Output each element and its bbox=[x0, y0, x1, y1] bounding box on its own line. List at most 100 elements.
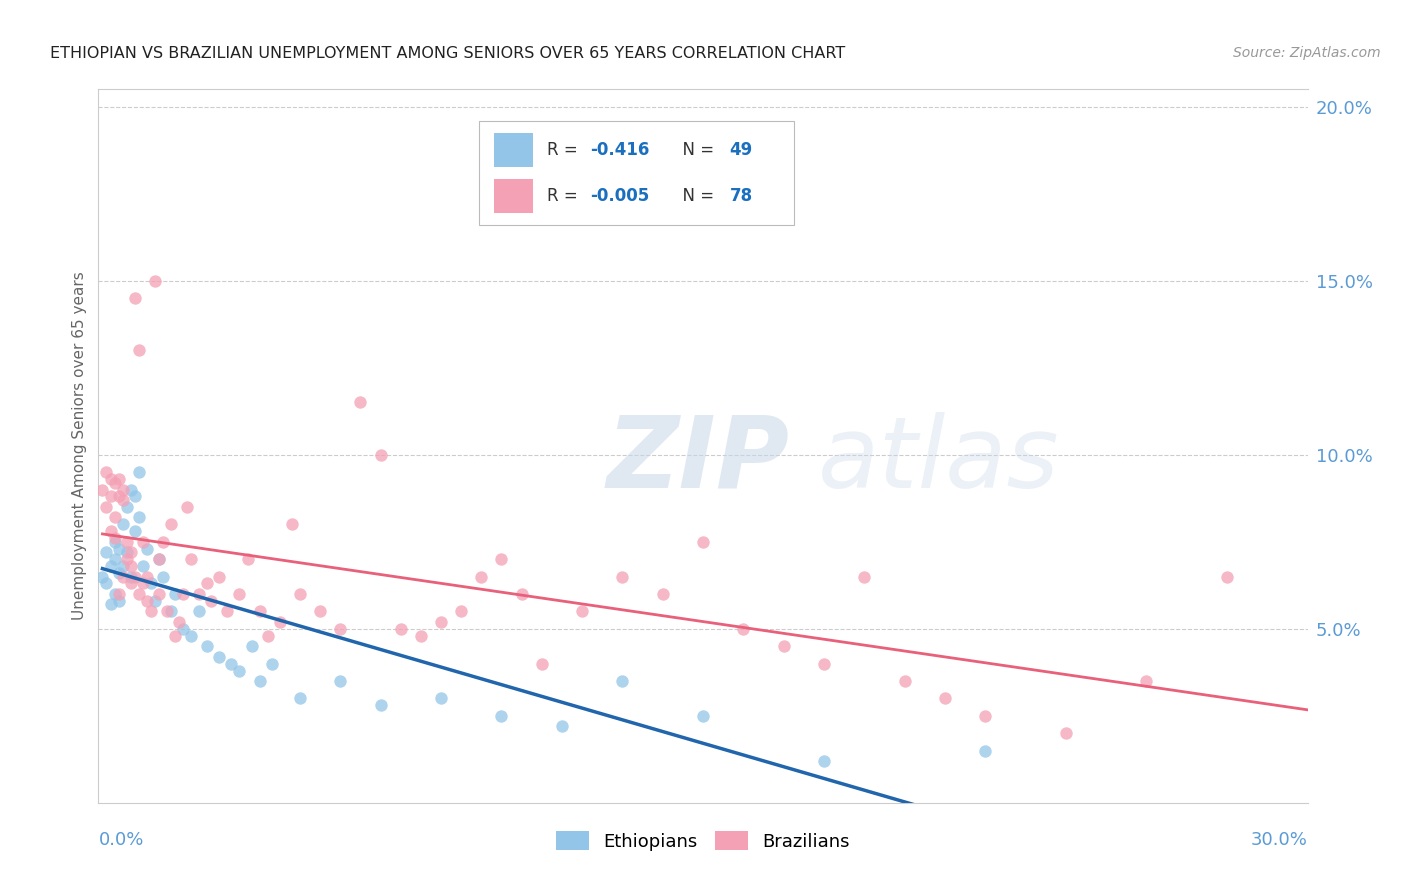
Point bbox=[491, 552, 513, 566]
Point bbox=[111, 517, 134, 532]
Point bbox=[551, 719, 574, 733]
Point bbox=[430, 615, 453, 629]
Point bbox=[249, 673, 271, 688]
Point bbox=[167, 615, 190, 629]
Point bbox=[1135, 673, 1157, 688]
Point bbox=[132, 559, 155, 574]
Point bbox=[160, 517, 183, 532]
FancyBboxPatch shape bbox=[494, 133, 533, 168]
Point bbox=[733, 622, 755, 636]
Point bbox=[111, 483, 134, 497]
Point bbox=[103, 552, 125, 566]
Point bbox=[530, 657, 553, 671]
Point bbox=[692, 708, 714, 723]
Point bbox=[91, 569, 114, 583]
Point bbox=[260, 657, 283, 671]
Text: -0.416: -0.416 bbox=[591, 141, 650, 160]
Legend: Ethiopians, Brazilians: Ethiopians, Brazilians bbox=[548, 824, 858, 858]
Point bbox=[132, 534, 155, 549]
Point bbox=[217, 604, 239, 618]
Point bbox=[813, 754, 835, 768]
Point bbox=[139, 604, 162, 618]
Text: Source: ZipAtlas.com: Source: ZipAtlas.com bbox=[1233, 46, 1381, 61]
Point bbox=[172, 622, 194, 636]
Point bbox=[249, 604, 271, 618]
Point bbox=[772, 639, 794, 653]
Point bbox=[156, 604, 179, 618]
Point bbox=[228, 664, 250, 678]
Point bbox=[107, 472, 129, 486]
Point bbox=[148, 552, 170, 566]
Text: -0.005: -0.005 bbox=[591, 186, 650, 205]
Text: R =: R = bbox=[547, 141, 583, 160]
Point bbox=[450, 604, 472, 618]
Point bbox=[148, 552, 170, 566]
Text: N =: N = bbox=[672, 186, 718, 205]
Point bbox=[269, 615, 291, 629]
Point bbox=[188, 587, 211, 601]
Point bbox=[470, 569, 492, 583]
Point bbox=[510, 587, 533, 601]
Point bbox=[111, 569, 134, 583]
Point bbox=[176, 500, 198, 514]
Point bbox=[120, 483, 142, 497]
Point bbox=[309, 604, 332, 618]
Text: atlas: atlas bbox=[818, 412, 1060, 508]
Point bbox=[120, 545, 142, 559]
Point bbox=[152, 569, 174, 583]
Point bbox=[135, 541, 157, 556]
Point bbox=[132, 576, 155, 591]
Point bbox=[103, 475, 125, 490]
Point bbox=[329, 673, 352, 688]
Point bbox=[180, 629, 202, 643]
Point bbox=[107, 594, 129, 608]
Text: 0.0%: 0.0% bbox=[98, 831, 143, 849]
Point bbox=[143, 274, 166, 288]
Point bbox=[228, 587, 250, 601]
Point bbox=[100, 490, 122, 504]
Point bbox=[163, 629, 186, 643]
Point bbox=[349, 395, 371, 409]
Point bbox=[195, 576, 218, 591]
Point bbox=[974, 743, 997, 757]
Point bbox=[128, 510, 150, 524]
Point bbox=[221, 657, 243, 671]
FancyBboxPatch shape bbox=[494, 178, 533, 213]
Point bbox=[1216, 569, 1239, 583]
Point bbox=[135, 594, 157, 608]
Point bbox=[96, 465, 118, 479]
Point bbox=[208, 569, 231, 583]
Point bbox=[256, 629, 278, 643]
Point bbox=[143, 594, 166, 608]
Point bbox=[370, 698, 392, 713]
Point bbox=[115, 545, 138, 559]
Text: 30.0%: 30.0% bbox=[1251, 831, 1308, 849]
Point bbox=[135, 569, 157, 583]
Point bbox=[281, 517, 304, 532]
Point bbox=[96, 576, 118, 591]
Point bbox=[288, 691, 311, 706]
Text: R =: R = bbox=[547, 186, 583, 205]
Point bbox=[120, 569, 142, 583]
Point bbox=[370, 448, 392, 462]
Y-axis label: Unemployment Among Seniors over 65 years: Unemployment Among Seniors over 65 years bbox=[72, 272, 87, 620]
Point bbox=[163, 587, 186, 601]
Point bbox=[124, 569, 146, 583]
Point bbox=[124, 291, 146, 305]
Point bbox=[100, 472, 122, 486]
Point bbox=[124, 490, 146, 504]
Point bbox=[571, 604, 593, 618]
Point bbox=[195, 639, 218, 653]
Point bbox=[107, 566, 129, 580]
Point bbox=[430, 691, 453, 706]
Point bbox=[103, 531, 125, 545]
Text: 49: 49 bbox=[730, 141, 752, 160]
Point bbox=[111, 492, 134, 507]
Point bbox=[111, 559, 134, 574]
Point bbox=[103, 510, 125, 524]
Point bbox=[612, 673, 634, 688]
Point bbox=[491, 708, 513, 723]
Point bbox=[120, 559, 142, 574]
Text: 78: 78 bbox=[730, 186, 752, 205]
Point bbox=[288, 587, 311, 601]
